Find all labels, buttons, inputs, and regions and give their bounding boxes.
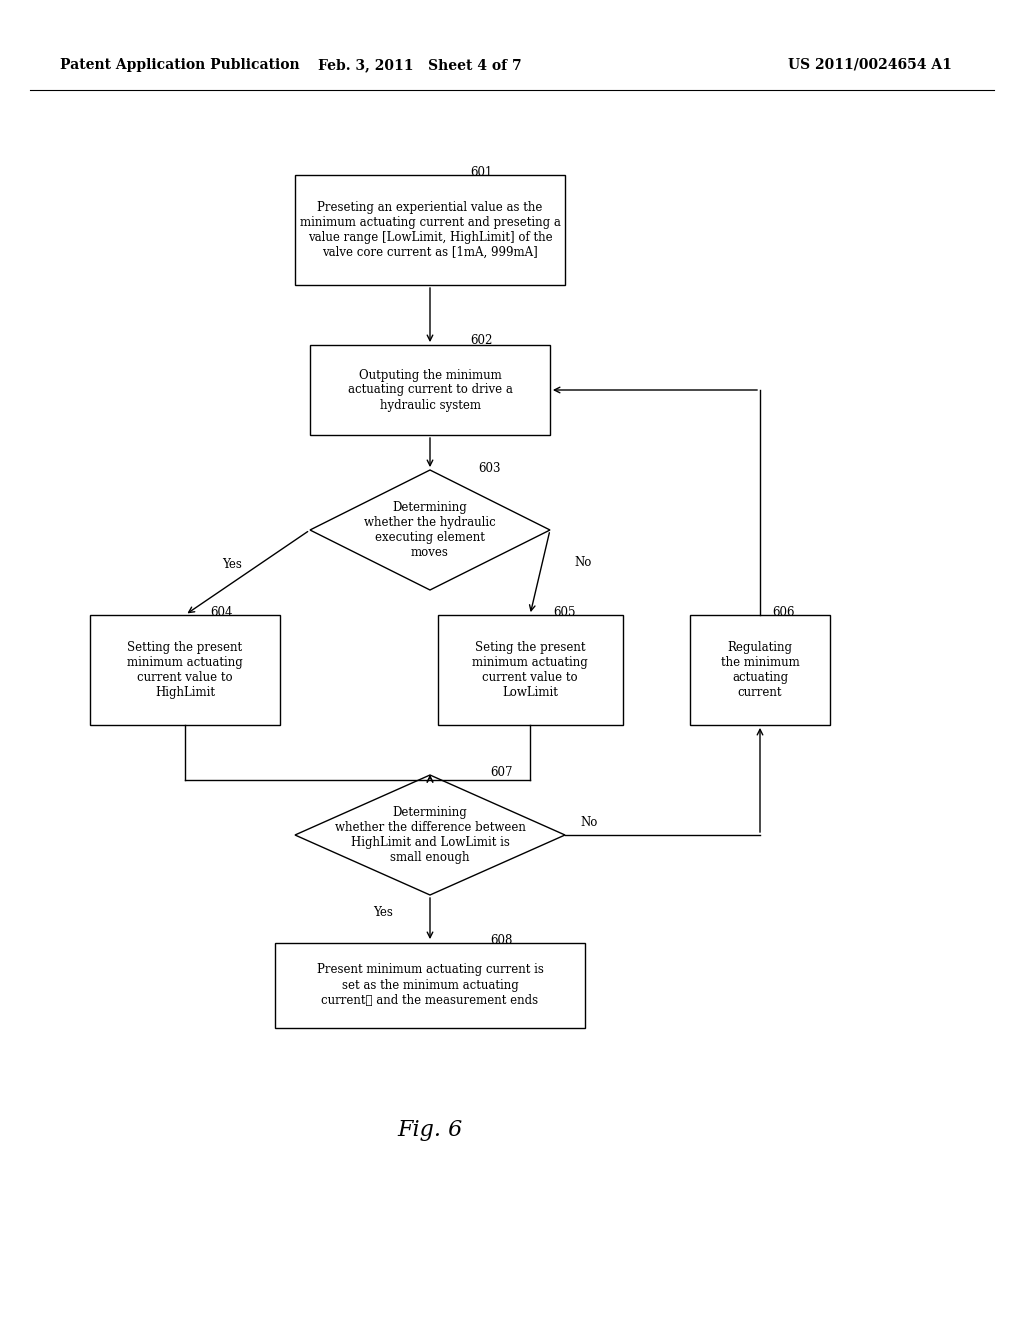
Text: Preseting an experiential value as the
minimum actuating current and preseting a: Preseting an experiential value as the m…: [300, 201, 560, 259]
Text: Fig. 6: Fig. 6: [397, 1119, 463, 1140]
FancyBboxPatch shape: [437, 615, 623, 725]
Text: Patent Application Publication: Patent Application Publication: [60, 58, 300, 73]
FancyBboxPatch shape: [295, 176, 565, 285]
Text: Present minimum actuating current is
set as the minimum actuating
current， and t: Present minimum actuating current is set…: [316, 964, 544, 1006]
Text: Outputing the minimum
actuating current to drive a
hydraulic system: Outputing the minimum actuating current …: [347, 368, 512, 412]
Text: 607: 607: [490, 767, 512, 780]
Text: No: No: [580, 816, 597, 829]
Text: Yes: Yes: [222, 558, 242, 572]
Text: 608: 608: [490, 933, 512, 946]
FancyBboxPatch shape: [275, 942, 585, 1027]
Text: Determining
whether the difference between
HighLimit and LowLimit is
small enoug: Determining whether the difference betwe…: [335, 807, 525, 865]
Text: US 2011/0024654 A1: US 2011/0024654 A1: [788, 58, 952, 73]
FancyBboxPatch shape: [90, 615, 280, 725]
Text: 603: 603: [478, 462, 501, 474]
Text: Yes: Yes: [373, 906, 393, 919]
Text: 605: 605: [553, 606, 575, 619]
Text: No: No: [574, 556, 592, 569]
Text: Regulating
the minimum
actuating
current: Regulating the minimum actuating current: [721, 642, 800, 700]
FancyBboxPatch shape: [690, 615, 830, 725]
Text: Feb. 3, 2011   Sheet 4 of 7: Feb. 3, 2011 Sheet 4 of 7: [318, 58, 522, 73]
Polygon shape: [310, 470, 550, 590]
Text: 606: 606: [772, 606, 795, 619]
FancyBboxPatch shape: [310, 345, 550, 436]
Polygon shape: [295, 775, 565, 895]
Text: 604: 604: [210, 606, 232, 619]
Text: Seting the present
minimum actuating
current value to
LowLimit: Seting the present minimum actuating cur…: [472, 642, 588, 700]
Text: 602: 602: [470, 334, 493, 346]
Text: Determining
whether the hydraulic
executing element
moves: Determining whether the hydraulic execut…: [365, 502, 496, 558]
Text: 601: 601: [470, 165, 493, 178]
Text: Setting the present
minimum actuating
current value to
HighLimit: Setting the present minimum actuating cu…: [127, 642, 243, 700]
